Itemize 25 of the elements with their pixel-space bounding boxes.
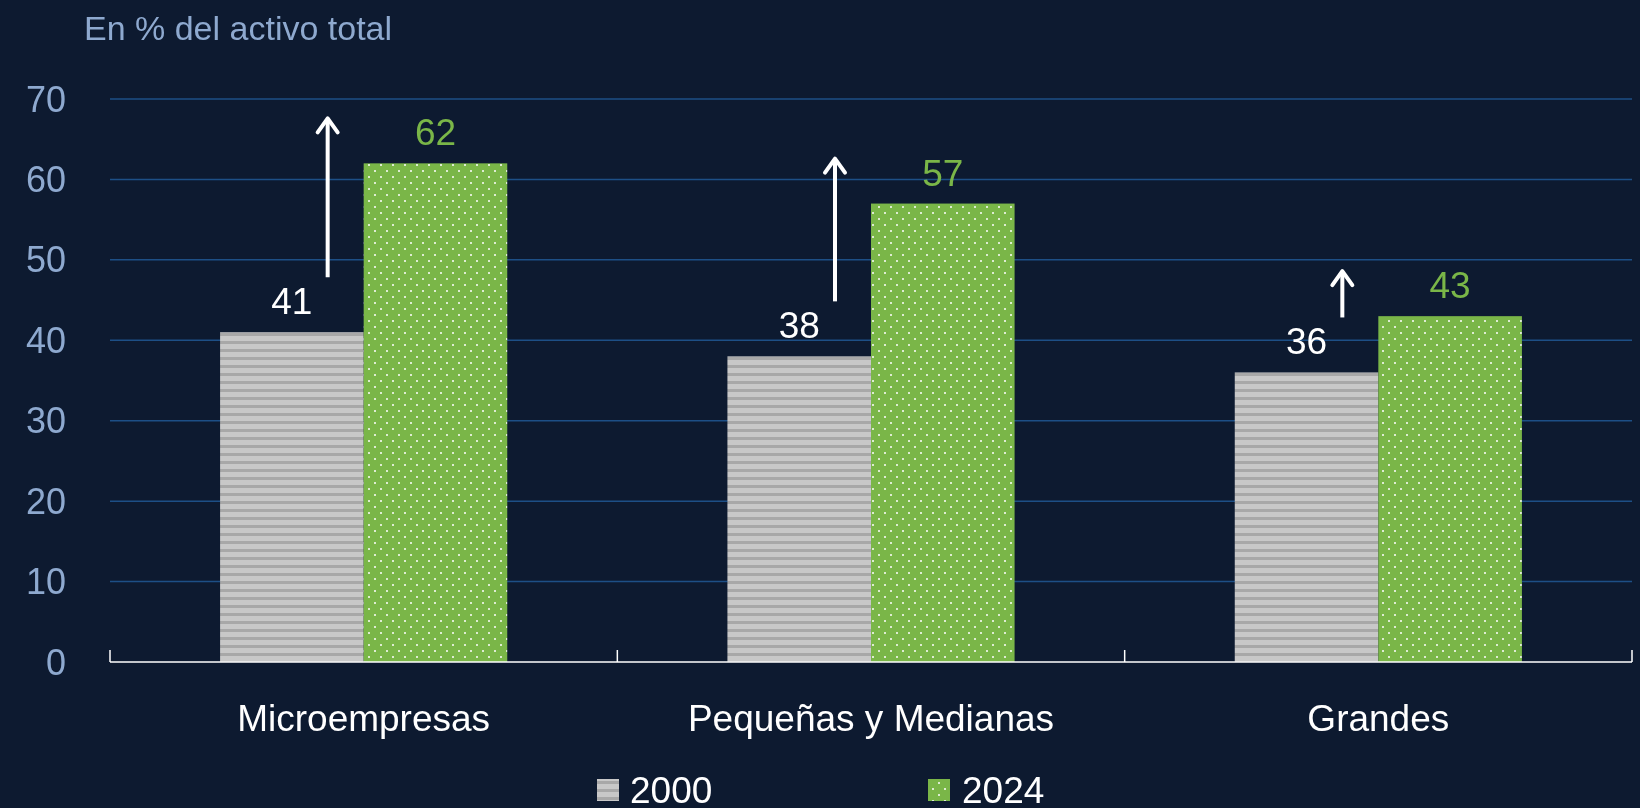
data-label: 62 <box>414 112 457 154</box>
data-label: 38 <box>778 305 820 347</box>
y-tick-label: 30 <box>25 400 66 442</box>
legend-label: 2024 <box>962 769 1045 808</box>
x-tick-label: Grandes <box>1307 697 1450 739</box>
legend-label: 2000 <box>630 769 713 808</box>
x-tick-label: Microempresas <box>237 697 491 739</box>
y-tick-label: 70 <box>25 78 66 120</box>
x-tick-label: Pequeñas y Medianas <box>687 697 1055 739</box>
bar <box>363 163 508 662</box>
y-tick-label: 20 <box>25 480 66 522</box>
data-label: 43 <box>1429 265 1471 307</box>
bar <box>220 332 364 662</box>
bar <box>1378 316 1522 662</box>
y-tick-label: 10 <box>25 561 66 603</box>
bar <box>727 356 871 662</box>
bar <box>1234 372 1379 662</box>
y-tick-label: 50 <box>25 239 66 281</box>
y-tick-label: 40 <box>25 319 66 361</box>
bar <box>871 203 1015 662</box>
data-label: 41 <box>271 281 313 323</box>
y-tick-label: 0 <box>45 641 66 683</box>
data-label: 36 <box>1285 321 1328 363</box>
chart-title: En % del activo total <box>84 9 393 47</box>
y-tick-label: 60 <box>25 159 66 201</box>
